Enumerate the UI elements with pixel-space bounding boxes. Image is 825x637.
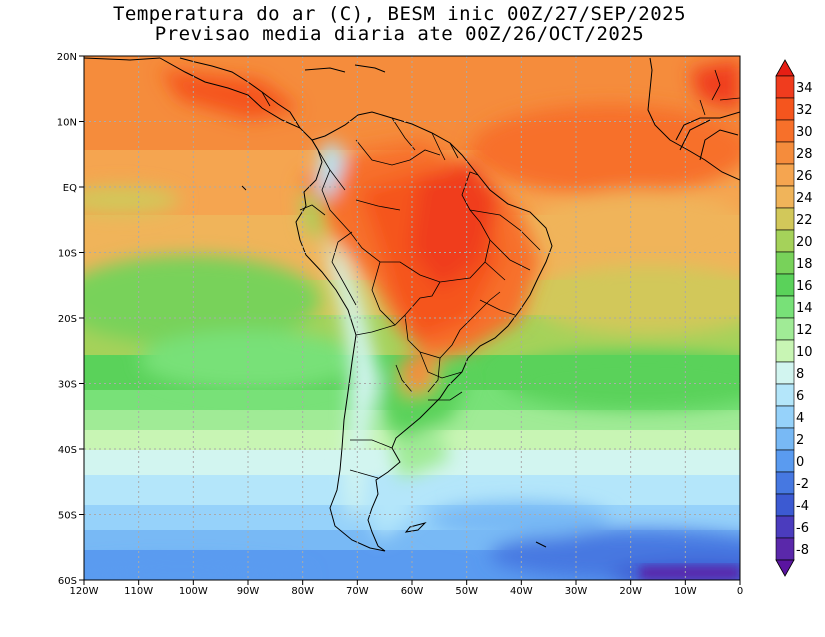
graticule bbox=[84, 56, 740, 580]
colorbar-swatch bbox=[775, 75, 795, 99]
colorbar-swatch bbox=[775, 229, 795, 253]
colorbar-swatch bbox=[775, 449, 795, 473]
colorbar-swatch bbox=[775, 427, 795, 451]
colorbar-label: 30 bbox=[796, 125, 813, 140]
country-borders bbox=[261, 69, 740, 479]
colorbar-label: 28 bbox=[796, 147, 813, 162]
colorbar-label: 6 bbox=[796, 389, 804, 404]
lon-tick-label: 40W bbox=[510, 586, 533, 597]
colorbar-top-arrow bbox=[775, 59, 795, 77]
chart-title-line1: Temperatura do ar (C), BESM inic 00Z/27/… bbox=[112, 3, 687, 25]
colorbar-label: 18 bbox=[796, 257, 813, 272]
lat-tick-label: 30S bbox=[58, 380, 77, 391]
lat-tick-label: 20N bbox=[57, 52, 77, 63]
colorbar-label: 24 bbox=[796, 191, 813, 206]
colorbar-swatch bbox=[775, 515, 795, 539]
colorbar-swatch bbox=[775, 339, 795, 363]
colorbar-label: 10 bbox=[796, 345, 813, 360]
lon-tick-label: 20W bbox=[619, 586, 642, 597]
colorbar-swatch bbox=[775, 493, 795, 517]
colorbar-swatch bbox=[775, 405, 795, 429]
colorbar-swatch bbox=[775, 185, 795, 209]
colorbar-swatch bbox=[775, 251, 795, 275]
lat-tick-label: 50S bbox=[58, 511, 77, 522]
lon-tick-label: 10W bbox=[674, 586, 697, 597]
colorbar-label: 26 bbox=[796, 169, 813, 184]
colorbar-label: -8 bbox=[796, 543, 809, 558]
colorbar-label: 2 bbox=[796, 433, 804, 448]
colorbar-label: 22 bbox=[796, 213, 813, 228]
lat-tick-label: 20S bbox=[58, 314, 77, 325]
latitude-axis: 20N 10N EQ 10S 20S 30S 40S 50S 60S bbox=[57, 52, 84, 587]
colorbar-label: 20 bbox=[796, 235, 813, 250]
lat-tick-label: 10N bbox=[57, 118, 77, 129]
lon-tick-label: 110W bbox=[124, 586, 153, 597]
lat-tick-label: 10S bbox=[58, 249, 77, 260]
colorbar-swatch bbox=[775, 97, 795, 121]
lon-tick-label: 30W bbox=[565, 586, 588, 597]
colorbar-swatch bbox=[775, 361, 795, 385]
lon-tick-label: 70W bbox=[346, 586, 369, 597]
colorbar-label: 0 bbox=[796, 455, 804, 470]
colorbar-label: 4 bbox=[796, 411, 804, 426]
lon-tick-label: 120W bbox=[70, 586, 99, 597]
lat-tick-label: 40S bbox=[58, 445, 77, 456]
colorbar-swatch bbox=[775, 537, 795, 561]
lon-tick-label: 80W bbox=[291, 586, 314, 597]
temperature-field bbox=[84, 56, 740, 580]
colorbar-swatch bbox=[775, 383, 795, 407]
lat-tick-label: 60S bbox=[58, 576, 77, 587]
colorbar-swatch bbox=[775, 295, 795, 319]
colorbar-swatch bbox=[775, 119, 795, 143]
colorbar-label: -6 bbox=[796, 521, 809, 536]
colorbar-label: 14 bbox=[796, 301, 813, 316]
colorbar-label: -4 bbox=[796, 499, 809, 514]
colorbar-label: 16 bbox=[796, 279, 813, 294]
colorbar-label: 32 bbox=[796, 103, 813, 118]
colorbar-label: 8 bbox=[796, 367, 804, 382]
lat-tick-label: EQ bbox=[63, 183, 77, 194]
lon-tick-label: 90W bbox=[237, 586, 260, 597]
lon-tick-label: 60W bbox=[401, 586, 424, 597]
lon-tick-label: 100W bbox=[179, 586, 208, 597]
colorbar-label: -2 bbox=[796, 477, 809, 492]
lon-tick-label: 0 bbox=[737, 586, 743, 597]
longitude-axis: 120W 110W 100W 90W 80W 70W 60W 50W 40W 30W 20W 10W 0 bbox=[70, 580, 743, 597]
colorbar-swatch bbox=[775, 317, 795, 341]
colorbar-bottom-arrow bbox=[775, 559, 795, 577]
colorbar-swatch bbox=[775, 141, 795, 165]
lon-tick-label: 50W bbox=[455, 586, 478, 597]
colorbar-swatch bbox=[775, 163, 795, 187]
chart-title-line2: Previsao media diaria ate 00Z/26/OCT/202… bbox=[154, 23, 645, 45]
colorbar-label: 34 bbox=[796, 81, 813, 96]
colorbar-swatch bbox=[775, 207, 795, 231]
colorbar-swatch bbox=[775, 273, 795, 297]
colorbar-swatch bbox=[775, 471, 795, 495]
colorbar-label: 12 bbox=[796, 323, 813, 338]
